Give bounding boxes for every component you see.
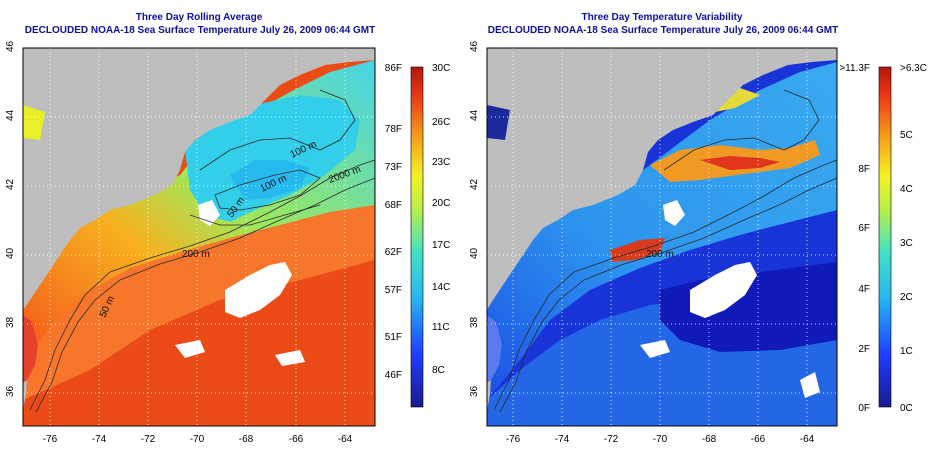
right-map-variability-streak-2	[700, 156, 780, 170]
left-map-land	[23, 48, 375, 310]
right-lon-tick-72: -72	[604, 434, 619, 445]
right-lon-axis: -76 -74 -72 -70 -68 -66 -64	[506, 434, 815, 445]
left-map-contours	[29, 89, 376, 413]
left-map-yellow-patch	[23, 105, 45, 140]
left-cb-c-6: 11C	[432, 322, 450, 333]
right-lon-tick-68: -68	[702, 434, 717, 445]
left-lat-tick-44: 44	[5, 109, 16, 121]
right-lon-tick-70: -70	[653, 434, 668, 445]
left-map-cool-core	[230, 160, 310, 200]
left-lon-tick-66: -66	[289, 434, 304, 445]
left-cb-f-1: 78F	[385, 124, 402, 135]
right-cb-c-6: 0C	[900, 403, 913, 414]
right-cb-c-1: 5C	[900, 130, 913, 141]
right-map-dark-patch	[487, 105, 510, 140]
right-lat-axis: 46 44 42 40 38 36	[469, 40, 480, 397]
left-cb-f-7: 46F	[385, 370, 402, 381]
left-map-gulf-of-maine	[185, 95, 360, 222]
right-cb-c-5: 1C	[900, 346, 913, 357]
left-colorbar: 86F 78F 73F 68F 62F 57F 51F 46F 30C 26C …	[385, 63, 450, 408]
right-lat-tick-42: 42	[469, 178, 480, 190]
left-lon-tick-70: -70	[190, 434, 205, 445]
left-map-cloud-small-3	[275, 350, 305, 366]
left-cb-c-4: 17C	[432, 240, 450, 251]
left-cb-f-6: 51F	[385, 332, 402, 343]
left-lon-tick-74: -74	[92, 434, 107, 445]
left-cb-f-3: 68F	[385, 200, 402, 211]
right-map-contours	[493, 89, 838, 413]
right-lon-tick-74: -74	[555, 434, 570, 445]
right-map-shelf-water	[487, 62, 837, 400]
left-lat-axis: 46 44 42 40 38 36	[5, 40, 16, 397]
left-lon-axis: -76 -74 -72 -70 -68 -66 -64	[43, 434, 353, 445]
right-map-title: Three Day Temperature Variability	[581, 12, 743, 23]
right-cb-f-5: 0F	[858, 403, 870, 414]
right-lat-tick-40: 40	[469, 247, 480, 259]
left-lat-tick-46: 46	[5, 40, 16, 52]
right-map-frame	[486, 47, 838, 427]
right-map-cloud-small-3	[800, 372, 820, 398]
right-map-cloud-small-2	[640, 340, 670, 358]
right-map-variability-streak-3	[610, 238, 665, 262]
left-lon-tick-68: -68	[239, 434, 254, 445]
right-cb-c-0: >6.3C	[900, 63, 927, 74]
left-map-warm-band	[23, 205, 375, 400]
left-colorbar-ramp	[410, 66, 424, 408]
left-map: 100 m 100 m 2000 m 50 m 200 m 50 m	[22, 47, 376, 427]
right-contour-label-1: 200 m	[646, 249, 674, 260]
right-cb-c-4: 2C	[900, 292, 913, 303]
right-cb-f-1: 8F	[858, 164, 870, 175]
left-cb-f-0: 86F	[385, 63, 402, 74]
left-cb-c-5: 14C	[432, 282, 450, 293]
right-map-cloud-large	[690, 262, 757, 318]
left-map-cloud-large	[225, 262, 292, 318]
right-map-subtitle: DECLOUDED NOAA-18 Sea Surface Temperatur…	[487, 25, 839, 36]
left-contour-label-5: 200 m	[182, 249, 210, 260]
right-lat-tick-44: 44	[469, 109, 480, 121]
left-lat-tick-42: 42	[5, 178, 16, 190]
right-lon-tick-76: -76	[506, 434, 521, 445]
right-cb-c-2: 4C	[900, 184, 913, 195]
left-lat-tick-40: 40	[5, 247, 16, 259]
right-map-land	[487, 48, 837, 310]
right-lon-tick-66: -66	[751, 434, 766, 445]
left-map-title: Three Day Rolling Average	[135, 12, 263, 23]
right-lat-tick-38: 38	[469, 316, 480, 328]
left-cb-f-4: 62F	[385, 247, 402, 258]
left-map-chesapeake	[23, 315, 38, 383]
right-map-chesapeake	[487, 315, 502, 383]
right-lon-tick-64: -64	[800, 434, 815, 445]
left-lon-tick-64: -64	[338, 434, 353, 445]
left-map-frame	[22, 47, 376, 427]
right-cb-c-3: 3C	[900, 238, 913, 249]
left-map-subtitle: DECLOUDED NOAA-18 Sea Surface Temperatur…	[24, 25, 376, 36]
right-cb-f-3: 4F	[858, 284, 870, 295]
left-lat-tick-38: 38	[5, 316, 16, 328]
right-colorbar: >11.3F 8F 6F 4F 2F 0F >6.3C 5C 4C 3C 2C …	[839, 63, 927, 414]
right-cb-f-2: 6F	[858, 223, 870, 234]
left-cb-c-1: 26C	[432, 117, 450, 128]
right-cb-f-0: >11.3F	[839, 63, 870, 74]
left-lon-tick-72: -72	[141, 434, 156, 445]
left-lon-tick-76: -76	[43, 434, 58, 445]
right-colorbar-ramp	[878, 66, 892, 408]
left-cb-f-2: 73F	[385, 162, 402, 173]
left-cb-c-3: 20C	[432, 198, 450, 209]
right-lat-tick-46: 46	[469, 40, 480, 52]
right-map-cloud-small-1	[663, 200, 685, 226]
left-cb-c-2: 23C	[432, 157, 450, 168]
left-cb-c-0: 30C	[432, 63, 450, 74]
right-cb-f-4: 2F	[858, 344, 870, 355]
right-map: 200 m	[486, 47, 838, 427]
left-lat-tick-36: 36	[5, 385, 16, 397]
left-cb-c-7: 8C	[432, 365, 445, 376]
left-cb-f-5: 57F	[385, 285, 402, 296]
right-lat-tick-36: 36	[469, 385, 480, 397]
